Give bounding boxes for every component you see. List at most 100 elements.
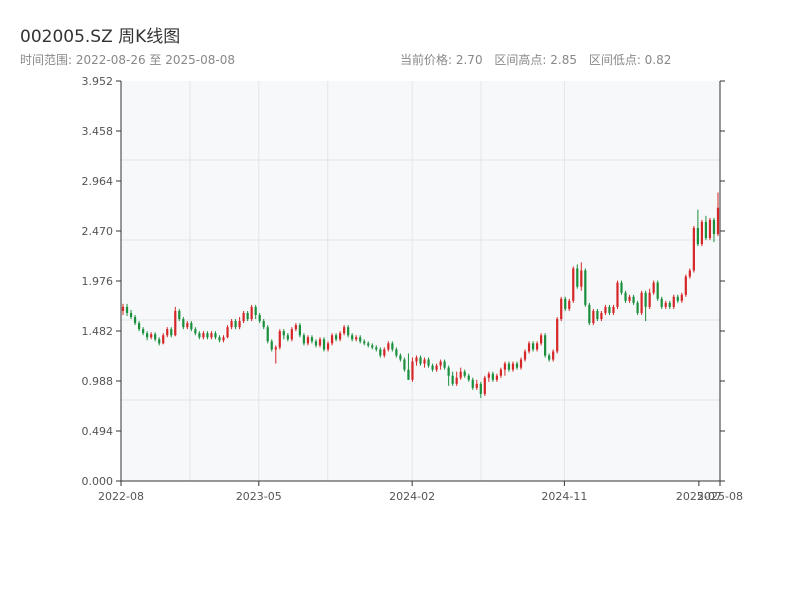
candle-body xyxy=(186,323,189,328)
candle xyxy=(395,347,398,358)
candle xyxy=(302,333,306,346)
candle xyxy=(527,341,531,354)
candle xyxy=(322,337,326,352)
y-tick-label: 2.470 xyxy=(82,225,114,238)
candle-body xyxy=(616,282,619,307)
candle xyxy=(556,317,559,354)
candle-body xyxy=(471,379,474,388)
y-tick-label: 3.952 xyxy=(82,75,114,88)
candle-body xyxy=(507,363,511,370)
candle xyxy=(270,339,273,352)
candle-body xyxy=(664,302,667,307)
candle xyxy=(716,192,720,237)
candle xyxy=(648,288,651,309)
candle-body xyxy=(535,343,539,350)
candle xyxy=(298,323,302,338)
candle-body xyxy=(133,317,137,324)
candle xyxy=(250,304,253,322)
y-tick-label: 3.458 xyxy=(82,125,114,138)
candle xyxy=(708,217,712,241)
candle-body xyxy=(166,329,169,336)
candle xyxy=(499,367,503,378)
candle xyxy=(680,292,683,303)
candle xyxy=(463,369,466,378)
candle xyxy=(467,373,470,382)
candle-body xyxy=(511,363,515,370)
candle xyxy=(399,353,402,362)
x-tick-label: 2025-07 xyxy=(676,490,722,503)
candle xyxy=(137,321,141,332)
candle-body xyxy=(712,219,716,235)
candle xyxy=(539,333,543,346)
candle xyxy=(475,379,478,390)
candle xyxy=(334,333,338,342)
candle xyxy=(194,327,197,336)
candle-body xyxy=(338,333,342,340)
candle xyxy=(487,371,490,382)
candle xyxy=(206,331,209,340)
candle xyxy=(278,329,281,350)
candle-body xyxy=(411,361,414,380)
candle xyxy=(604,304,607,316)
candle xyxy=(266,325,269,344)
candle-body xyxy=(624,292,627,301)
candle-body xyxy=(359,337,362,342)
candle-body xyxy=(515,363,519,368)
candle xyxy=(186,321,189,330)
candle-body xyxy=(592,310,595,324)
candle-body xyxy=(314,341,318,346)
candle xyxy=(519,357,523,370)
candle xyxy=(330,333,334,346)
candle xyxy=(451,371,454,386)
candle-body xyxy=(447,367,450,376)
candle xyxy=(443,359,446,370)
candle xyxy=(391,341,394,352)
candle-body xyxy=(302,335,306,344)
candle xyxy=(592,308,595,326)
candle-body xyxy=(310,337,314,342)
candle xyxy=(455,371,458,386)
candle xyxy=(230,319,233,330)
candle-body xyxy=(684,276,687,295)
candle xyxy=(314,339,318,348)
candle xyxy=(343,325,346,336)
candle-body xyxy=(455,377,458,384)
candle xyxy=(608,304,611,316)
candle-body xyxy=(226,327,229,338)
date-range-label: 时间范围: 2022-08-26 至 2025-08-08 xyxy=(20,53,235,67)
candle-body xyxy=(435,365,438,370)
candle-body xyxy=(137,323,141,330)
y-tick-label: 1.976 xyxy=(82,275,114,288)
candle-body xyxy=(560,298,563,320)
candle xyxy=(178,308,181,322)
candle xyxy=(503,361,507,376)
candle-body xyxy=(439,361,442,366)
candle xyxy=(210,331,213,340)
candle-body xyxy=(580,270,583,287)
candle-body xyxy=(576,268,579,287)
candle xyxy=(355,335,358,342)
candle xyxy=(620,280,623,295)
candle xyxy=(274,345,277,364)
candle xyxy=(640,290,643,316)
candle xyxy=(262,319,265,330)
candle-body xyxy=(656,282,659,299)
candle xyxy=(712,217,716,243)
candle xyxy=(387,341,390,352)
candle xyxy=(560,296,563,322)
candle xyxy=(246,310,249,322)
candle xyxy=(479,381,482,399)
candle xyxy=(121,303,125,316)
candle xyxy=(636,300,639,316)
candle xyxy=(258,312,261,324)
candle-body xyxy=(548,355,551,360)
candle xyxy=(600,310,603,322)
candle-body xyxy=(125,306,129,313)
range-high-label: 区间高点: 2.85 xyxy=(494,53,577,67)
candle-body xyxy=(198,333,201,338)
candle-body xyxy=(531,343,535,350)
candle-body xyxy=(387,343,390,350)
candle-body xyxy=(162,335,165,344)
candle-body xyxy=(270,341,273,350)
